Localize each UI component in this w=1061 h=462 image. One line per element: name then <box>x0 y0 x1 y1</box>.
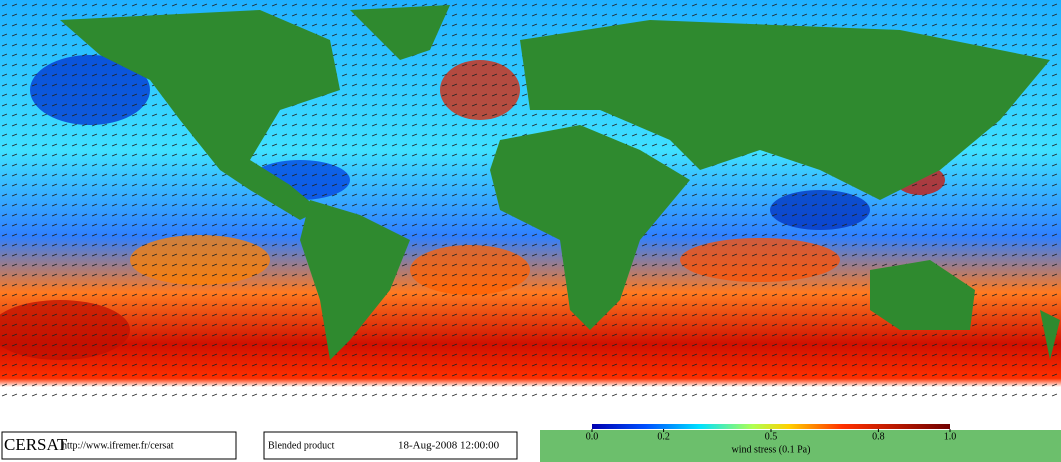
colorbar-tick-label: 0.8 <box>872 431 885 442</box>
colorbar-tick-label: 0.5 <box>765 431 778 442</box>
colorbar <box>592 424 950 429</box>
continents <box>60 5 1060 360</box>
url: http://www.ifremer.fr/cersat <box>62 440 174 451</box>
info-box <box>263 431 518 460</box>
colorbar-label: wind stress (0.1 Pa) <box>732 444 811 455</box>
colorbar-tick-label: 0.2 <box>657 431 670 442</box>
product: Blended product <box>268 440 335 451</box>
date: 18-Aug-2008 12:00:00 <box>398 440 500 452</box>
logo: CERSAT <box>4 435 68 454</box>
antarctica-land <box>540 430 1061 462</box>
colorbar-tick-label: 0.0 <box>586 431 599 442</box>
colorbar-tick-label: 1.0 <box>944 431 957 442</box>
credit-box <box>1 431 237 460</box>
